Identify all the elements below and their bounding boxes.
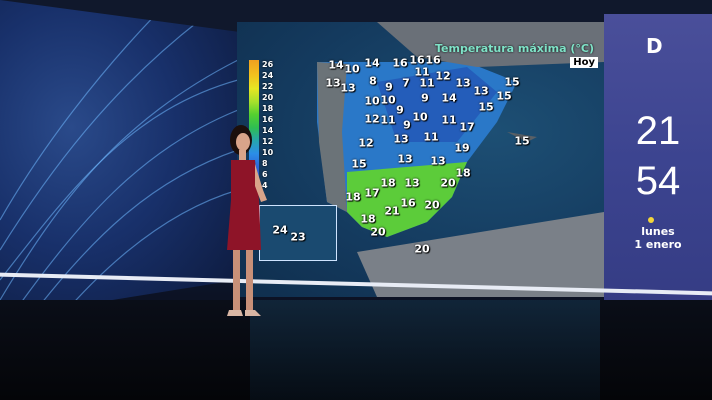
temperature-label: 15 [514,134,530,148]
iberia-map-shape [317,22,604,297]
temperature-label: 9 [403,118,411,132]
temperature-label: 16 [409,53,425,67]
temperature-label: 11 [414,65,430,79]
legend-label: 10 [262,148,274,157]
studio-floor [0,300,712,400]
temperature-label: 17 [364,186,380,200]
clock-panel: D 21 54 lunes 1 enero [604,14,712,304]
legend-label: 14 [262,126,274,135]
temperature-label: 16 [392,56,408,70]
temperature-label: 9 [421,91,429,105]
temperature-label: 13 [473,84,489,98]
temperature-label: 10 [364,94,380,108]
temperature-label: 15 [496,89,512,103]
legend-label: 22 [262,82,274,91]
legend-label: 18 [262,104,274,113]
temperature-label: 13 [455,76,471,90]
temperature-label: 10 [412,110,428,124]
temperature-label: 20 [414,242,430,256]
temperature-label: 14 [364,56,380,70]
legend-label: 4 [262,181,268,190]
canary-islands-inset [259,205,337,261]
temperature-label: 12 [358,136,374,150]
temperature-label: 24 [272,223,288,237]
legend-label: 16 [262,115,274,124]
channel-logo: D [646,34,663,58]
legend-label: 20 [262,93,274,102]
temperature-label: 18 [380,176,396,190]
temperature-label: 16 [400,196,416,210]
temperature-label: 14 [328,58,344,72]
temperature-label: 11 [419,76,435,90]
temperature-label: 21 [384,204,400,218]
temperature-label: 11 [380,113,396,127]
temperature-label: 8 [369,74,377,88]
temperature-label: 10 [380,93,396,107]
temperature-label: 16 [425,53,441,67]
legend-label: 24 [262,71,274,80]
map-title: Temperatura máxima (°C) [434,42,594,55]
date: 1 enero [634,238,682,251]
temperature-label: 12 [364,112,380,126]
legend-label: 6 [262,170,268,179]
temperature-label: 14 [441,91,457,105]
legend-label: 26 [262,60,274,69]
clock-minutes: 54 [635,159,681,203]
temperature-label: 9 [385,80,393,94]
temperature-label: 13 [397,152,413,166]
temperature-label: 15 [504,75,520,89]
temperature-label: 13 [340,81,356,95]
day-badge: Hoy [570,57,598,68]
presenter [227,125,267,316]
floor-reflection [250,300,600,400]
temperature-label: 15 [478,100,494,114]
temperature-label: 11 [423,130,439,144]
temperature-label: 20 [440,176,456,190]
temperature-label: 13 [393,132,409,146]
temperature-label: 12 [435,69,451,83]
temperature-legend-bar [249,60,259,190]
temperature-label: 20 [370,225,386,239]
weather-map: 26 24 22 20 18 16 14 12 10 8 6 4 Temperatura máxima… [237,22,604,297]
clock-hours: 21 [635,109,681,153]
temperature-label: 18 [360,212,376,226]
temperature-label: 19 [454,141,470,155]
legend-label: 12 [262,137,274,146]
temperature-label: 15 [351,157,367,171]
temperature-label: 23 [290,230,306,244]
temperature-label: 9 [396,103,404,117]
sun-dot-icon [648,217,654,223]
temperature-label: 13 [325,76,341,90]
temperature-label: 17 [459,120,475,134]
temperature-label: 18 [455,166,471,180]
temperature-label: 7 [402,76,410,90]
temperature-label: 10 [344,62,360,76]
temperature-label: 13 [404,176,420,190]
temperature-label: 18 [345,190,361,204]
temperature-label: 11 [441,113,457,127]
legend-label: 8 [262,159,268,168]
temperature-label: 20 [424,198,440,212]
weekday: lunes [641,225,675,238]
left-video-wall [0,0,238,318]
temperature-label: 13 [430,154,446,168]
